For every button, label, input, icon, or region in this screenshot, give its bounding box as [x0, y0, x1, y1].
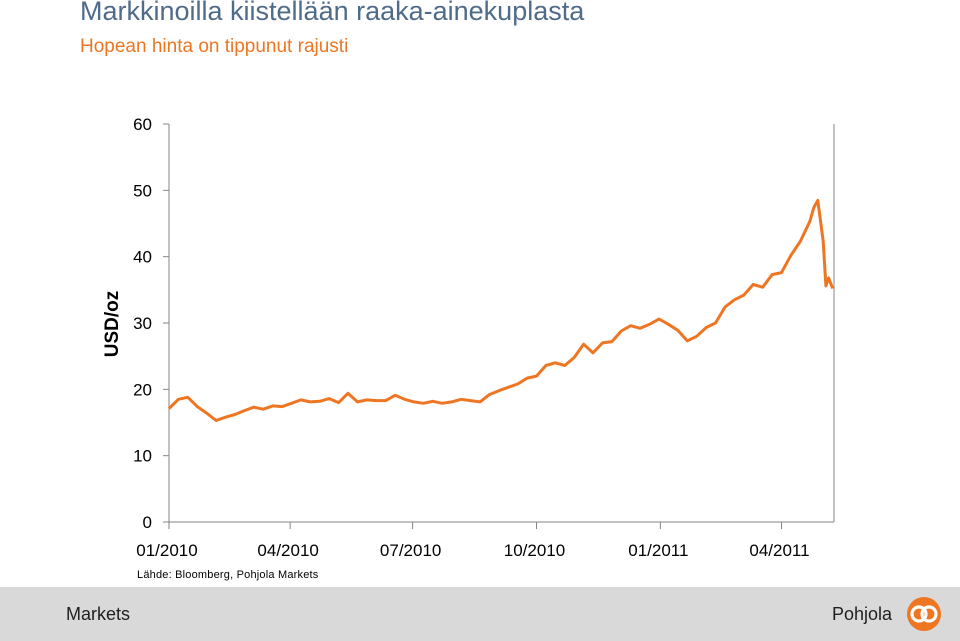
y-ticks: 0 10 20 30 40 50 60 — [133, 115, 169, 532]
y-tick-label: 40 — [133, 248, 152, 267]
x-tick-label: 04/2011 — [749, 541, 809, 560]
y-tick-label: 60 — [133, 115, 152, 134]
silver-price-chart: 0 10 20 30 40 50 60 01/2010 04/2010 07/2010 10/20… — [102, 115, 835, 560]
y-axis-label: USD/oz — [102, 291, 123, 358]
pohjola-logo-icon — [907, 597, 941, 631]
x-tick-label: 04/2010 — [257, 541, 318, 560]
y-tick-label: 10 — [133, 447, 152, 466]
x-tick-label: 01/2010 — [136, 541, 197, 560]
footer-bar: Markets Pohjola — [0, 587, 960, 641]
x-tick-label: 10/2010 — [504, 541, 565, 560]
y-tick-label: 30 — [133, 314, 152, 333]
x-ticks: 01/2010 04/2010 07/2010 10/2010 01/2011 04/20… — [136, 522, 810, 560]
x-tick-label: 01/2011 — [628, 541, 688, 560]
footer-brand-label: Pohjola — [832, 604, 893, 624]
y-tick-label: 50 — [133, 181, 152, 200]
series-line — [167, 198, 835, 422]
source-note: Lähde: Bloomberg, Pohjola Markets — [137, 569, 319, 581]
y-tick-label: 0 — [143, 513, 152, 532]
page-subtitle: Hopean hinta on tippunut rajusti — [80, 36, 349, 57]
y-tick-label: 20 — [133, 380, 152, 399]
x-tick-label: 07/2010 — [380, 541, 441, 560]
page-title: Markkinoilla kiistellään raaka-ainekupla… — [80, 0, 585, 26]
footer-markets-label: Markets — [66, 604, 131, 624]
